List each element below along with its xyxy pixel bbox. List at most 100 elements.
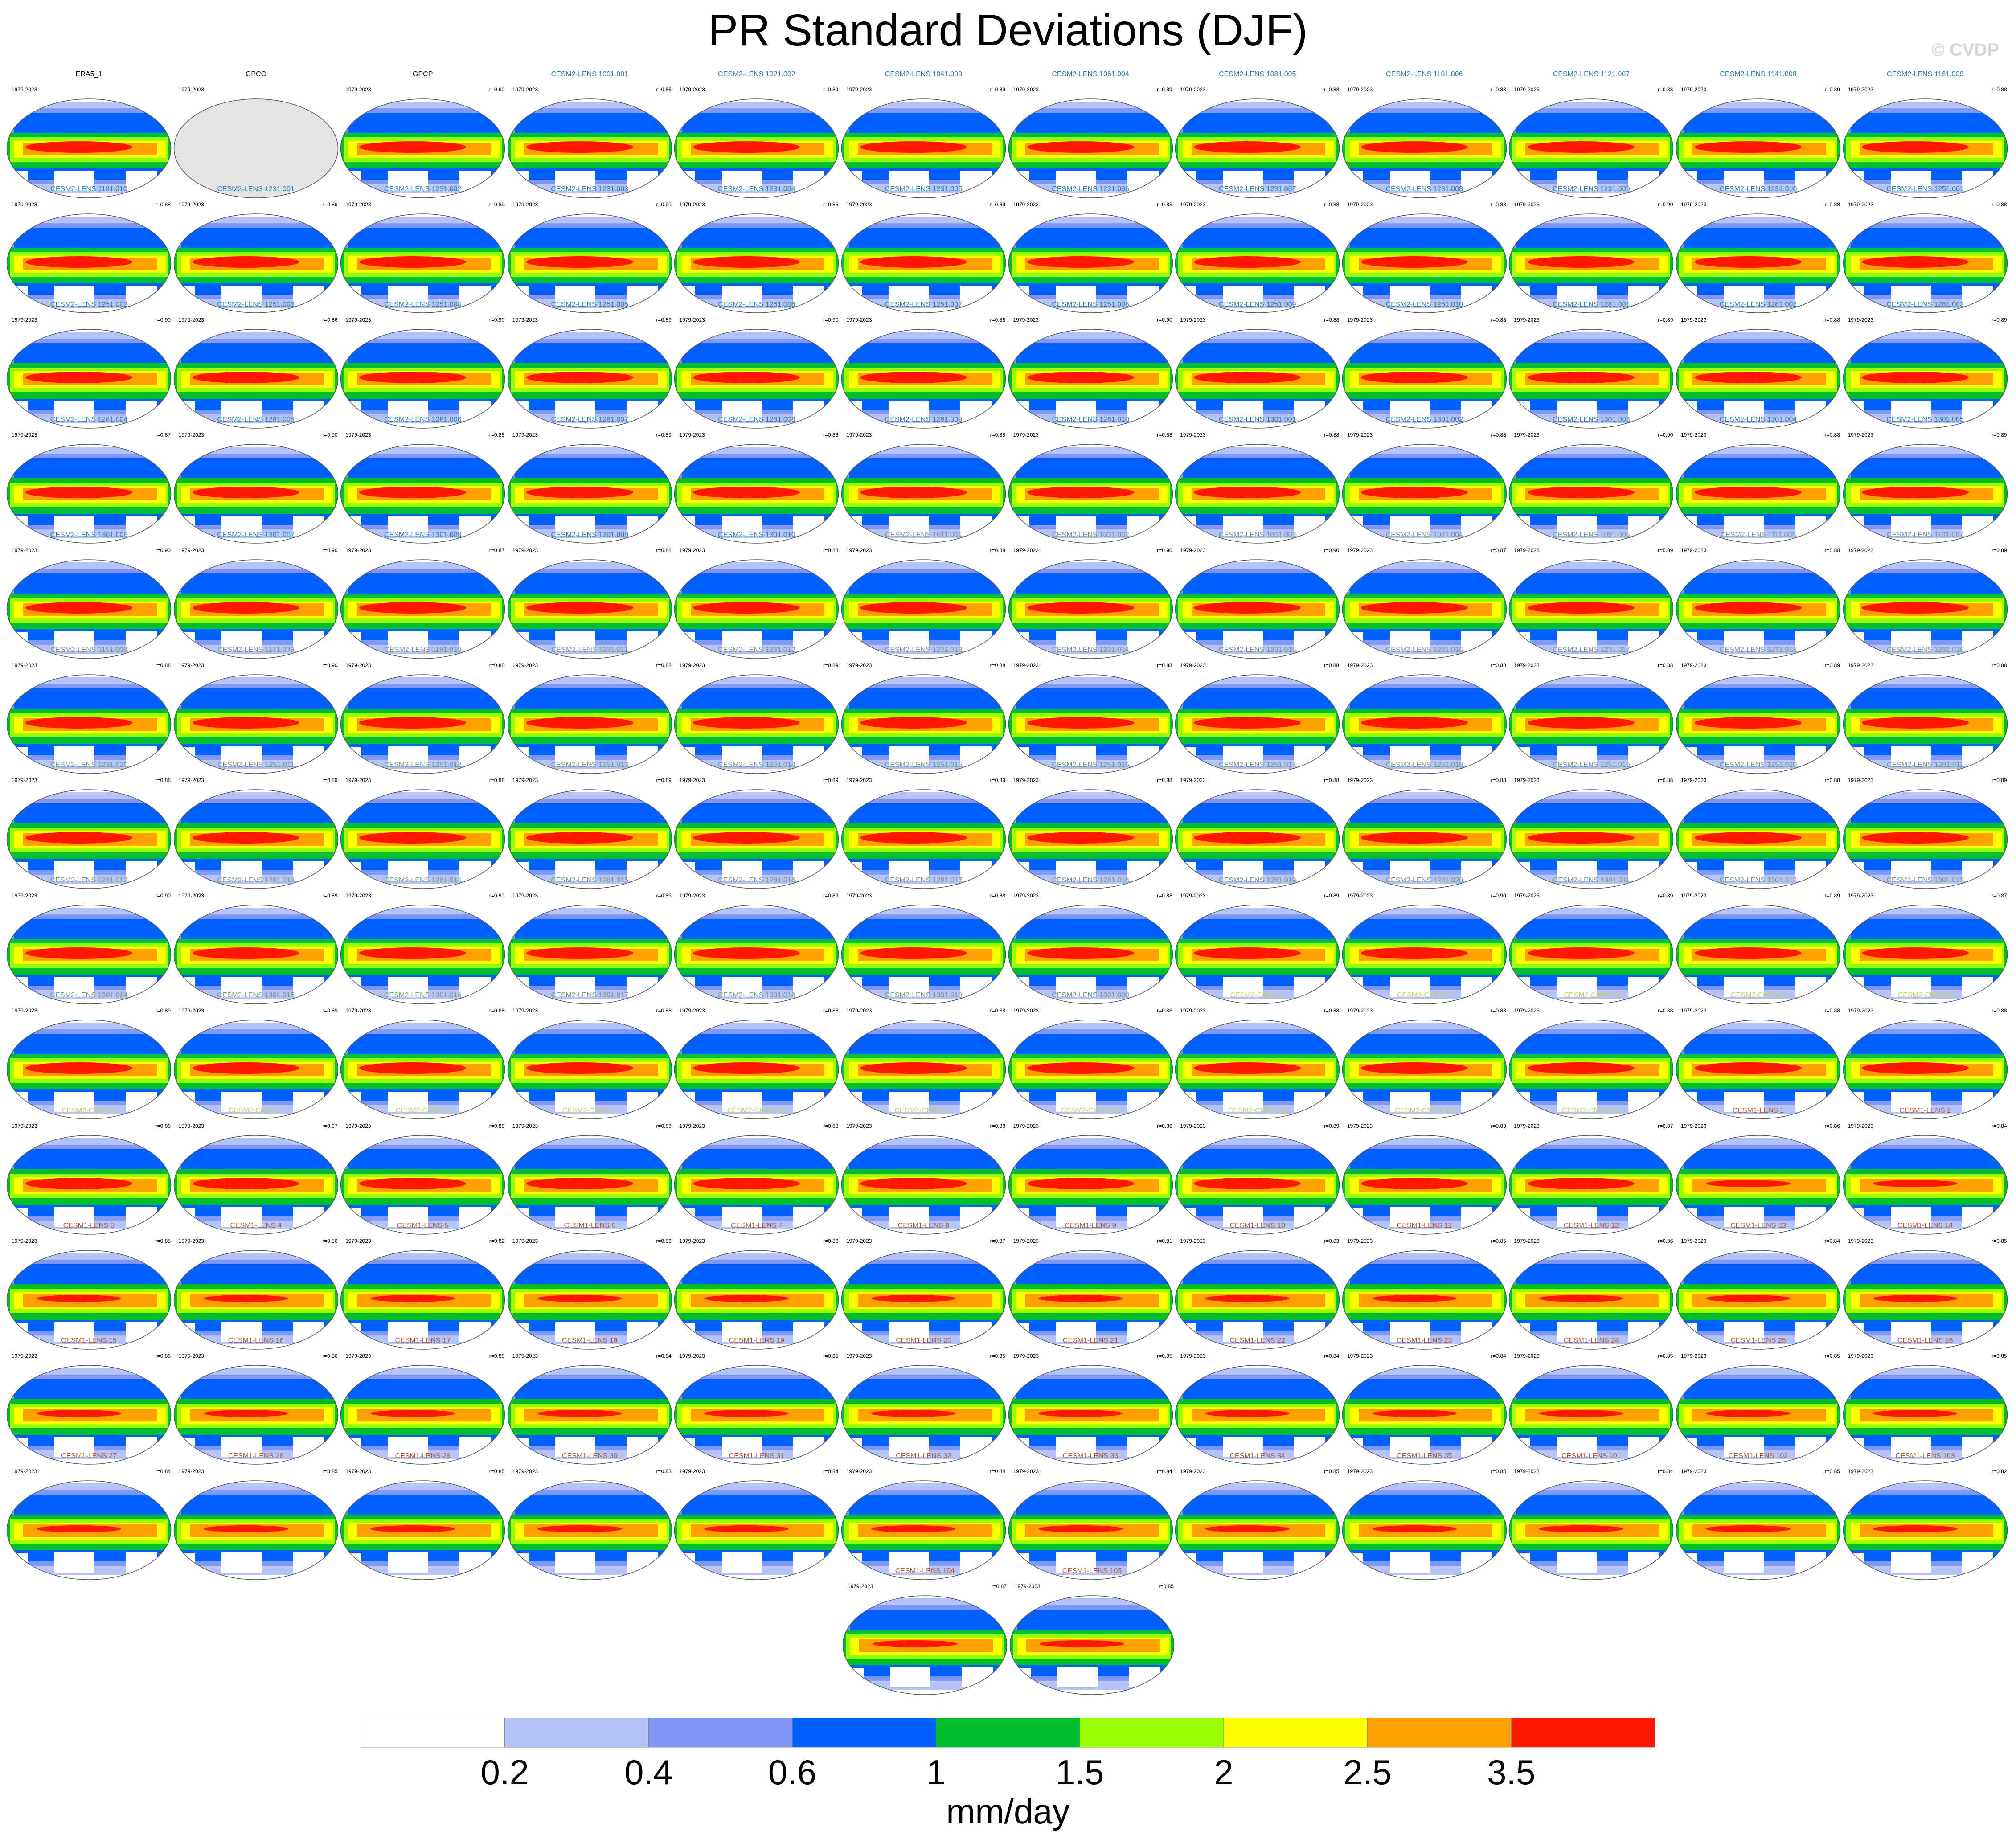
panel-title: CESM2-LENS 1301.015 [217,991,295,999]
panel-title: CESM1-LENS 11 [1397,1222,1452,1229]
precip-std-map [674,213,839,314]
precip-std-map [1509,1365,1674,1465]
panel-years: 1979-2023 [1681,1238,1707,1244]
panel-years: 1979-2023 [1848,316,1873,323]
panel-correlation: r=0.89 [322,892,338,899]
map-panel: CESM1-LENS 102 1979-2023 r=0.85 [1675,1452,1842,1580]
map-panel: CESM2-CMIP6 8 1979-2023 r=0.88 [339,1107,506,1235]
precip-std-map [1008,1250,1173,1350]
map-panel: CESM2-LENS 1301.007 1979-2023 r=0.90 [172,531,340,659]
precip-std-map [1509,1250,1674,1350]
panel-correlation: r=0.82 [489,1238,505,1244]
precip-std-map [1843,1480,2008,1580]
panel-correlation: r=0.86 [656,1238,672,1244]
precip-std-map [841,98,1006,198]
panel-years: 1979-2023 [1848,1468,1873,1474]
map-panel: CESM2-CMIP6 15 1979-2023 r=0.87 [1508,1107,1675,1235]
panel-title: CESM2-LENS 1231.011 [551,646,628,654]
precip-std-map [1676,1365,1841,1465]
precip-std-map [1509,329,1674,429]
panel-correlation: r=0.89 [1824,892,1840,899]
panel-years: 1979-2023 [512,1008,538,1014]
panel-years: 1979-2023 [846,1468,872,1474]
map-panel: CESM2-CMIP6 4 1979-2023 r=0.88 [1675,991,1842,1119]
panel-title: CESM2-LENS 1131.007 [1886,531,1964,539]
panel-correlation: r=0.85 [322,1468,338,1474]
panel-correlation: r=0.89 [823,892,839,899]
panel-years: 1979-2023 [679,777,705,784]
panel-years: 1979-2023 [345,201,371,208]
panel-title: CESM2-LENS 1301.004 [1719,416,1797,424]
precip-std-map [1008,213,1173,314]
map-panel: CESM1-LENS 25 1979-2023 r=0.85 [1675,1337,1842,1465]
panel-correlation: r=0.88 [1991,1008,2007,1014]
precip-std-map [1676,674,1841,774]
panel-correlation: r=0.88 [1491,662,1506,668]
precip-std-map [507,559,672,659]
map-panel: CESM2-CMIP6 13 1979-2023 r=0.89 [1174,1107,1341,1235]
colorbar-tick-label: 0.2 [480,1753,529,1792]
precip-std-map [1509,559,1674,659]
map-panel: CESM2-LENS 1281.019 1979-2023 r=0.89 [1174,876,1341,1004]
map-panel: CESM2-LENS 1231.008 1979-2023 r=0.88 [1341,185,1508,314]
precip-std-map [340,213,505,314]
colorbar-tick-label: 1 [926,1753,946,1792]
map-panel: CESM2-LENS 1281.001 1979-2023 r=0.89 [1508,301,1675,429]
panel-years: 1979-2023 [679,432,705,438]
map-panel: CESM2-LENS 1301.014 1979-2023 r=0.89 [5,991,172,1119]
panel-correlation: r=0.85 [990,1353,1005,1360]
panel-years: 1979-2023 [512,201,538,208]
precip-std-map [841,1135,1006,1235]
map-panel: CESM1-LENS 16 1979-2023 r=0.86 [172,1337,340,1465]
map-panel: CESM2-CMIP6 10 1979-2023 r=0.88 [673,1107,840,1235]
panel-title: CESM2-LENS 1281.008 [718,416,795,424]
map-panel: CESM1-LENS 30 1979-2023 r=0.83 [506,1452,673,1580]
panel-correlation: r=0.85 [489,1468,505,1474]
precip-std-map [1342,1135,1507,1235]
panel-title: CESM2-LENS 1281.011 [1886,761,1964,769]
precip-std-map [173,905,338,1004]
panel-years: 1979-2023 [178,662,204,668]
panel-correlation: r=0.90 [1157,547,1172,553]
precip-std-map [1008,905,1173,1004]
watermark-label: © CVDP [1931,40,1999,60]
panel-title: CESM2-LENS 1251.003 [217,300,295,308]
panel-correlation: r=0.90 [155,547,171,553]
panel-title: CESM2-LENS 1141.008 [1720,70,1797,78]
panel-years: 1979-2023 [345,1122,371,1129]
panel-correlation: r=0.88 [1157,201,1172,208]
panel-correlation: r=0.89 [1157,86,1172,93]
precip-std-map [674,1135,839,1235]
precip-std-map [1843,1365,2008,1465]
panel-title: CESM1-LENS 4 [230,1222,282,1229]
panel-title: CESM2-CMIP6 14 [1395,1106,1454,1114]
map-panel: CESM2-LENS 1231.011 1979-2023 r=0.88 [506,646,673,774]
panel-years: 1979-2023 [178,316,204,323]
precip-std-map [173,1365,338,1465]
colorbar [361,1718,1655,1748]
precip-std-map [1008,1135,1173,1235]
map-panel: CESM2-LENS 1231.001 1979-2023 r=0.89 [172,185,340,314]
map-panel: CESM2-LENS 1121.007 1979-2023 r=0.88 [1508,70,1675,198]
map-panel: CESM2-LENS 1301.002 1979-2023 r=0.88 [1341,416,1508,544]
precip-std-map [1676,329,1841,429]
colorbar-segment [1367,1718,1512,1748]
panel-correlation: r=0.88 [1157,892,1172,899]
map-panel: CESM1-LENS 5 1979-2023 r=0.82 [339,1222,506,1350]
panel-correlation: r=0.88 [155,777,171,784]
panel-years: 1979-2023 [345,547,371,553]
panel-correlation: r=0.88 [1491,432,1506,438]
precip-std-map [841,213,1006,314]
map-panel: CESM1-LENS 17 1979-2023 r=0.85 [339,1337,506,1465]
panel-years: 1979-2023 [1514,1353,1540,1360]
precip-std-map [507,1250,672,1350]
panel-correlation: r=0.88 [1324,316,1340,323]
panel-title: CESM2-LENS 1231.004 [718,185,795,193]
map-panel: GPCP 1979-2023 r=0.90 [339,70,506,198]
panel-title: CESM2-LENS 1251.009 [1218,300,1296,308]
panel-correlation: r=0.84 [1324,1353,1340,1360]
precip-std-map [507,1480,672,1580]
map-panel: CESM2-LENS 1141.008 1979-2023 r=0.89 [1675,70,1842,198]
panel-correlation: r=0.89 [1658,316,1673,323]
panel-years: 1979-2023 [679,1008,705,1014]
